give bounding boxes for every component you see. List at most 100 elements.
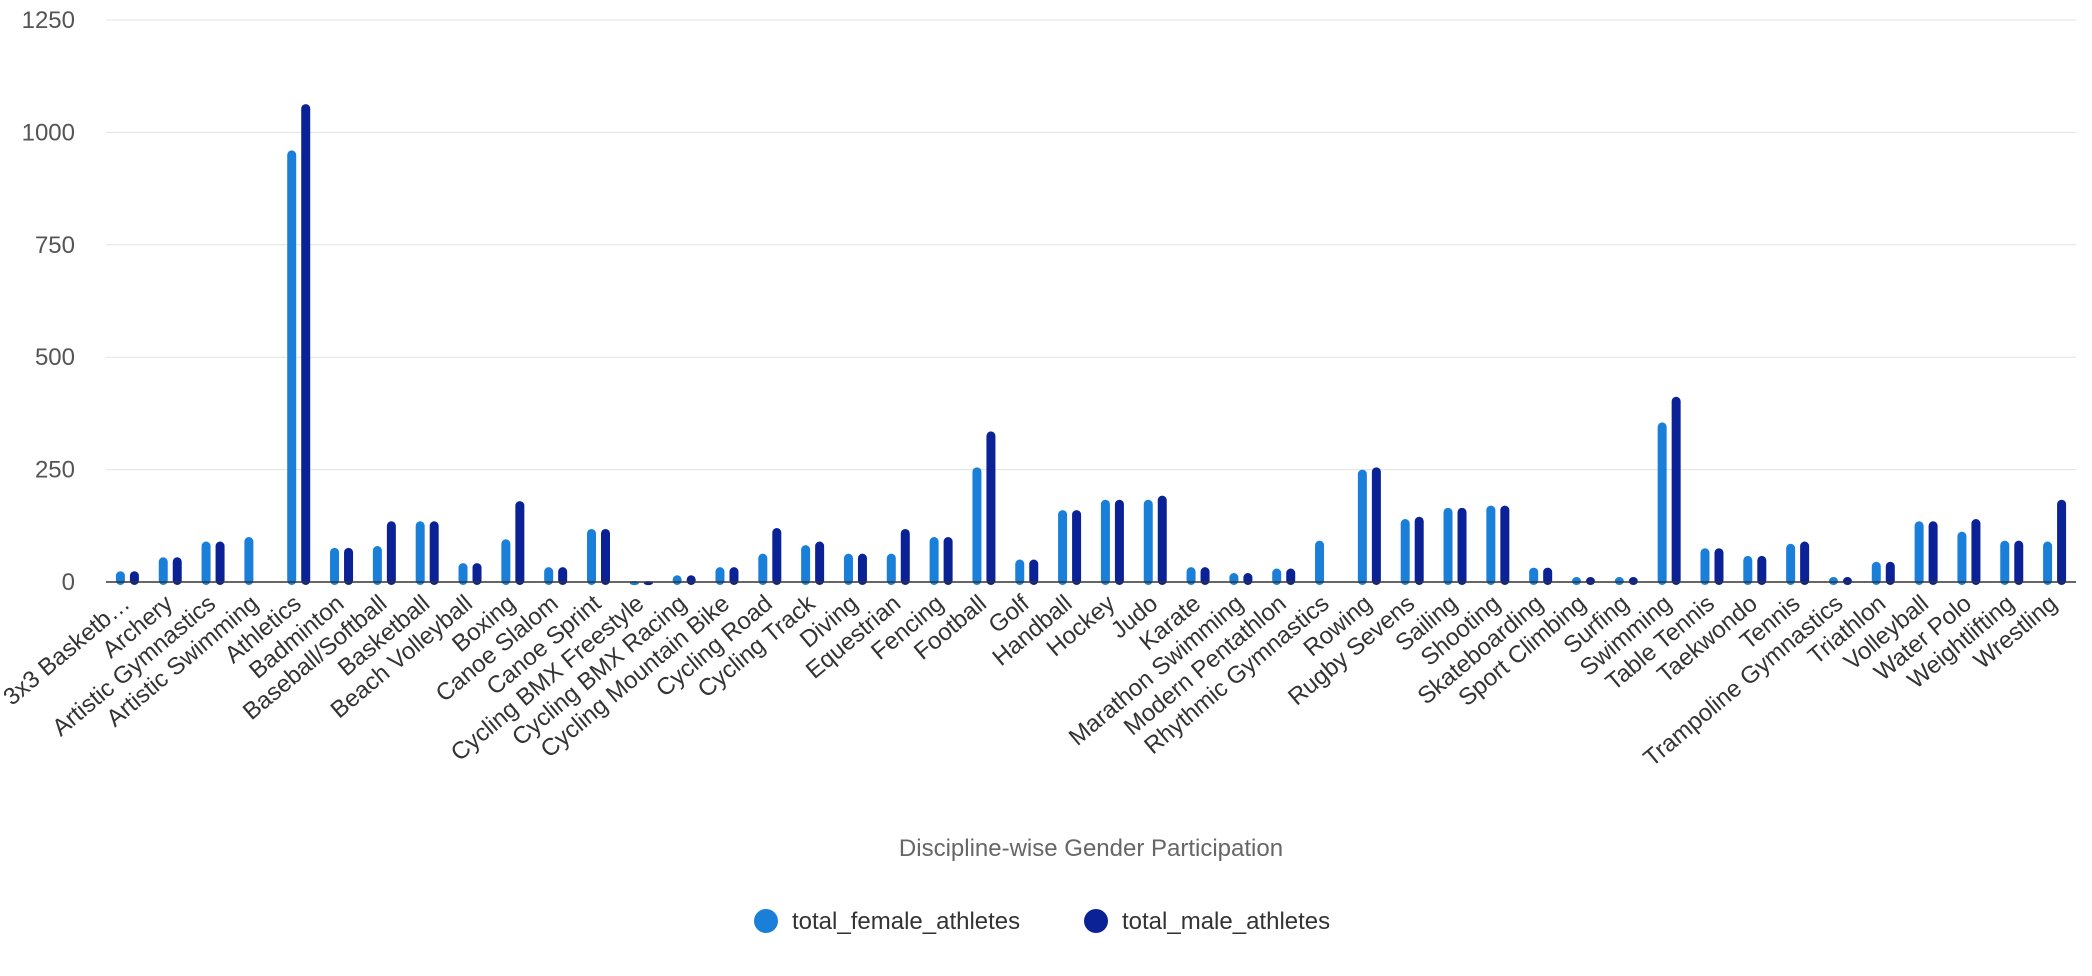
bar-total_male_athletes bbox=[172, 557, 182, 585]
bar-total_male_athletes bbox=[1157, 495, 1167, 585]
bar-total_male_athletes bbox=[857, 553, 867, 585]
bar-total_male_athletes bbox=[1543, 567, 1553, 585]
bar-total_female_athletes bbox=[1186, 567, 1196, 585]
bar-total_male_athletes bbox=[386, 521, 396, 585]
bar-total_male_athletes bbox=[1072, 510, 1082, 585]
bar-total_female_athletes bbox=[1529, 567, 1539, 585]
bar-total_male_athletes bbox=[1457, 507, 1467, 585]
bar-total_male_athletes bbox=[1757, 555, 1767, 585]
bar-total_female_athletes bbox=[843, 553, 853, 585]
bar-total_female_athletes bbox=[158, 557, 168, 585]
bar-total_female_athletes bbox=[1657, 422, 1667, 585]
bar-total_male_athletes bbox=[1800, 541, 1810, 585]
bar-total_female_athletes bbox=[2043, 541, 2053, 585]
bar-total_female_athletes bbox=[1229, 573, 1239, 585]
bar-total_female_athletes bbox=[501, 539, 511, 585]
bar-total_female_athletes bbox=[1272, 568, 1282, 585]
bar-total_male_athletes bbox=[815, 541, 825, 585]
bar-total_female_athletes bbox=[1786, 543, 1796, 585]
bar-total_female_athletes bbox=[458, 563, 468, 585]
bar-total_male_athletes bbox=[900, 528, 910, 585]
bar-total_male_athletes bbox=[1414, 516, 1424, 585]
bar-total_male_athletes bbox=[729, 567, 739, 585]
bar-total_male_athletes bbox=[1243, 573, 1253, 585]
legend-label: total_male_athletes bbox=[1122, 908, 1330, 935]
bar-total_female_athletes bbox=[1486, 505, 1496, 585]
bar-total_male_athletes bbox=[1029, 559, 1039, 585]
bar-total_male_athletes bbox=[601, 528, 610, 585]
y-tick-label: 750 bbox=[35, 232, 75, 259]
bar-total_male_athletes bbox=[986, 431, 996, 585]
bar-total_male_athletes bbox=[2014, 540, 2024, 585]
bar-total_male_athletes bbox=[344, 547, 354, 585]
bar-total_male_athletes bbox=[129, 571, 139, 585]
bar-total_male_athletes bbox=[215, 541, 225, 585]
bar-total_female_athletes bbox=[1828, 577, 1838, 585]
bar-total_male_athletes bbox=[1971, 519, 1981, 585]
bar-total_male_athletes bbox=[772, 528, 782, 585]
bar-total_male_athletes bbox=[1885, 561, 1895, 585]
bar-total_male_athletes bbox=[1500, 505, 1510, 585]
bar-total_female_athletes bbox=[758, 553, 768, 585]
bar-total_male_athletes bbox=[1200, 567, 1210, 585]
bar-total_male_athletes bbox=[1586, 577, 1595, 585]
bar-total_female_athletes bbox=[587, 528, 596, 585]
bar-total_male_athletes bbox=[1842, 577, 1852, 585]
y-tick-label: 1000 bbox=[22, 119, 75, 146]
bar-total_female_athletes bbox=[372, 546, 382, 585]
bar-total_female_athletes bbox=[330, 547, 340, 585]
bar-total_male_athletes bbox=[1628, 577, 1638, 585]
bar-total_male_athletes bbox=[301, 104, 311, 586]
bar-total_female_athletes bbox=[1058, 510, 1068, 585]
bar-total_female_athletes bbox=[1914, 521, 1924, 585]
bar-total_male_athletes bbox=[515, 501, 525, 585]
x-axis-title: Discipline-wise Gender Participation bbox=[899, 835, 1283, 862]
bar-total_female_athletes bbox=[115, 571, 125, 585]
bar-total_female_athletes bbox=[1400, 519, 1410, 585]
bar-total_female_athletes bbox=[1957, 531, 1967, 585]
bar-total_male_athletes bbox=[429, 521, 439, 585]
bar-total_female_athletes bbox=[1100, 499, 1110, 585]
bar-total_male_athletes bbox=[1286, 568, 1296, 585]
bar-total_male_athletes bbox=[1928, 521, 1938, 585]
bar-total_female_athletes bbox=[1743, 555, 1753, 585]
bar-total_female_athletes bbox=[672, 575, 682, 585]
legend-marker bbox=[754, 909, 778, 933]
gridlines bbox=[106, 19, 2076, 471]
bar-total_female_athletes bbox=[415, 521, 425, 585]
y-tick-label: 1250 bbox=[22, 7, 75, 34]
bar-total_male_athletes bbox=[1714, 548, 1724, 585]
legend-marker bbox=[1084, 909, 1108, 933]
y-tick-label: 500 bbox=[35, 344, 75, 371]
bar-total_female_athletes bbox=[201, 541, 211, 585]
bars bbox=[115, 104, 2067, 586]
bar-total_female_athletes bbox=[544, 567, 554, 585]
y-axis-ticks: 0 250 500 750 1000 1250 bbox=[22, 7, 75, 596]
legend-label: total_female_athletes bbox=[792, 908, 1020, 935]
bar-total_female_athletes bbox=[1443, 507, 1453, 585]
bar-total_female_athletes bbox=[1015, 559, 1025, 585]
bar-total_male_athletes bbox=[1114, 499, 1124, 585]
bar-total_female_athletes bbox=[1315, 540, 1325, 585]
bar-total_male_athletes bbox=[472, 563, 482, 585]
bar-total_female_athletes bbox=[1700, 548, 1710, 585]
bar-total_male_athletes bbox=[686, 575, 696, 585]
bar-total_male_athletes bbox=[943, 537, 953, 585]
bar-total_female_athletes bbox=[801, 545, 811, 585]
bar-total_male_athletes bbox=[1371, 467, 1381, 585]
bar-total_female_athletes bbox=[886, 553, 896, 585]
bar-total_male_athletes bbox=[1671, 396, 1681, 585]
legend: total_female_athletes total_male_athletes bbox=[754, 908, 1330, 935]
bar-total_female_athletes bbox=[972, 467, 982, 585]
bar-total_female_athletes bbox=[1614, 577, 1624, 585]
bar-total_female_athletes bbox=[1143, 499, 1153, 585]
bar-total_female_athletes bbox=[287, 150, 297, 585]
bar-total_female_athletes bbox=[1871, 561, 1881, 585]
bar-total_male_athletes bbox=[2057, 499, 2067, 585]
bar-total_female_athletes bbox=[1572, 577, 1581, 585]
bar-total_female_athletes bbox=[2000, 540, 2010, 585]
y-tick-label: 250 bbox=[35, 457, 75, 484]
